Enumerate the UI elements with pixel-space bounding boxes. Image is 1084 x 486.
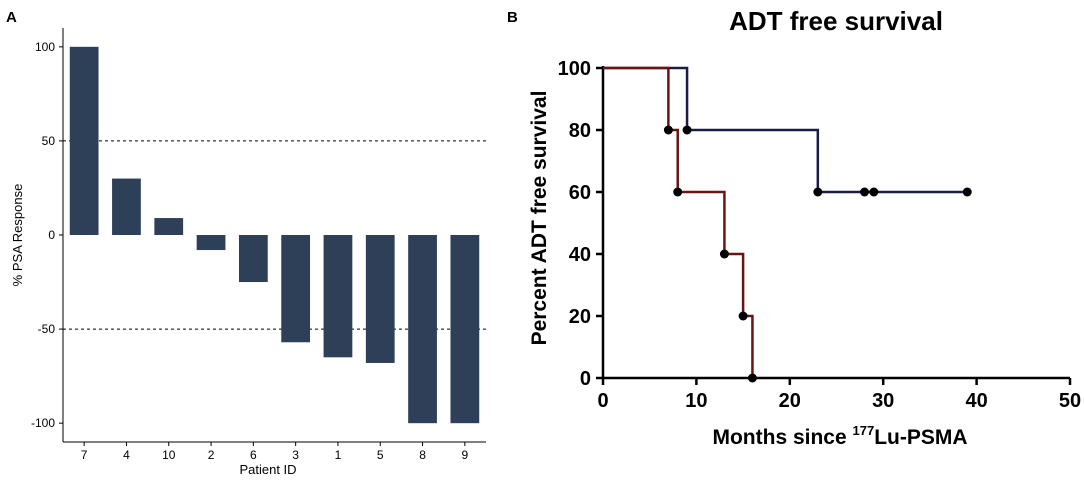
- panel-b-survival-chart: B ADT free survival 0 20 40 60 80 100 0 10 20 30…: [507, 6, 1081, 449]
- bar-patient-10: [154, 218, 184, 235]
- y-tick-label: 0: [48, 228, 55, 242]
- x-label-tail: Lu-PSMA: [874, 426, 967, 449]
- x-tick-label: 50: [1059, 390, 1081, 412]
- panel-b-title: ADT free survival: [729, 6, 943, 36]
- bar-patient-8: [408, 235, 437, 424]
- x-tick-label: 30: [872, 390, 894, 412]
- x-tick-label: 9: [462, 448, 469, 462]
- censor-point-group-1: [860, 187, 870, 197]
- panel-b-y-axis-label: Percent ADT free survival: [528, 91, 551, 346]
- bar-patient-9: [450, 235, 480, 424]
- x-tick-label: 10: [685, 390, 707, 412]
- x-tick-label: 2: [208, 448, 215, 462]
- bar-patient-7: [69, 46, 99, 236]
- x-label-superscript: 177: [853, 423, 875, 438]
- x-tick-label: 0: [597, 390, 608, 412]
- panel-b-label: B: [507, 9, 518, 26]
- y-tick-label: 0: [580, 368, 591, 390]
- x-tick-label: 5: [377, 448, 384, 462]
- panel-a-y-axis-label: % PSA Response: [10, 184, 25, 287]
- panel-b-x-axis-label: Months since 177Lu-PSMA: [712, 423, 967, 449]
- censor-point-group-1: [813, 187, 823, 197]
- x-tick-label: 1: [335, 448, 342, 462]
- y-tick-label: 50: [42, 134, 56, 148]
- censor-point-group-1: [682, 125, 692, 135]
- censor-point-group-2: [663, 125, 673, 135]
- censor-point-group-2: [738, 311, 748, 321]
- x-tick-label: 10: [162, 448, 176, 462]
- y-tick-label: 40: [569, 244, 591, 266]
- panel-a-x-axis-label: Patient ID: [239, 462, 296, 477]
- bar-patient-5: [365, 235, 395, 363]
- x-tick-label: 3: [292, 448, 299, 462]
- bar-patient-6: [238, 235, 268, 283]
- bar-patient-1: [323, 235, 353, 358]
- bar-patient-2: [196, 235, 226, 251]
- panel-a-label: A: [6, 9, 17, 26]
- x-tick-label: 20: [779, 390, 801, 412]
- y-tick-label: -100: [31, 416, 55, 430]
- y-tick-label: 80: [569, 120, 591, 142]
- censor-point-group-2: [747, 373, 757, 383]
- y-tick-label: 100: [35, 40, 55, 54]
- survival-line-group-1: [603, 66, 968, 194]
- y-tick-label: 60: [569, 182, 591, 204]
- bar-patient-3: [281, 235, 311, 343]
- x-tick-label: 6: [250, 448, 257, 462]
- y-tick-label: 20: [569, 306, 591, 328]
- censor-point-group-2: [719, 249, 729, 259]
- censor-point-group-1: [962, 187, 972, 197]
- y-tick-label: 100: [558, 58, 591, 80]
- censor-point-group-2: [673, 187, 683, 197]
- x-label-main: Months since: [712, 426, 852, 449]
- x-tick-label: 40: [965, 390, 987, 412]
- x-tick-label: 8: [419, 448, 426, 462]
- censor-point-group-1: [869, 187, 879, 197]
- bar-patient-4: [112, 178, 141, 235]
- x-tick-label: 7: [81, 448, 88, 462]
- survival-line-group-2: [603, 66, 754, 378]
- y-tick-label: -50: [38, 322, 56, 336]
- panel-a-bar-chart: A 100 50 0 -50 -100 7 4 10 2 6 3 1 5 8 9 Patient ID %…: [6, 9, 486, 477]
- x-tick-label: 4: [123, 448, 130, 462]
